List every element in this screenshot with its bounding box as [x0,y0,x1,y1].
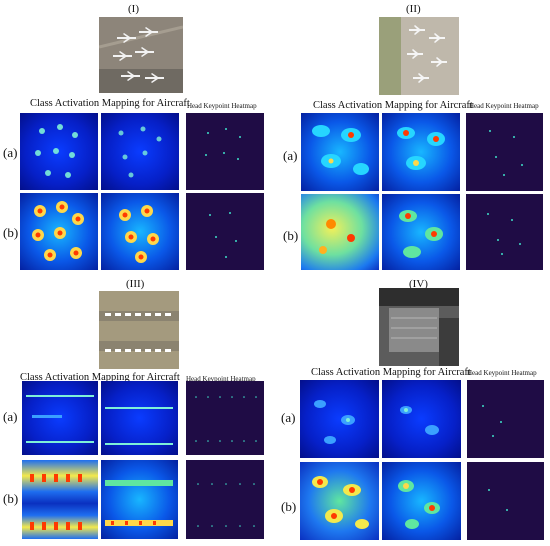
aerial-image [99,17,183,93]
cam-map-a2 [101,113,179,190]
keypoint-heatmap-b [467,462,544,540]
aerial-image [99,291,179,369]
cam-map-b2 [382,194,460,270]
panel-label: (I) [128,3,139,15]
aerial-image [379,17,459,95]
panel-label: (II) [406,3,421,15]
keypoint-heatmap-a [186,381,264,455]
row-label-a: (a) [281,410,296,425]
cam-title: Class Activation Mapping for Aircraft [30,98,190,109]
cam-map-b1 [22,460,98,539]
cam-map-b1 [20,193,98,270]
cam-map-b2 [101,193,179,270]
panel-label: (III) [126,278,145,290]
cam-title: Class Activation Mapping for Aircraft [311,367,471,378]
keypoint-heatmap-b [466,194,543,270]
keypoint-heatmap-b [186,460,264,539]
row-label-b: (b) [3,491,19,506]
heatmap-title: Head Keypoint Heatmap [469,102,539,110]
panel-III: (III) Class Activation Mapping for Aircr… [0,275,275,546]
keypoint-heatmap-a [186,113,264,190]
heatmap-title: Head Keypoint Heatmap [187,102,257,110]
cam-map-a1 [301,113,379,191]
cam-map-b1 [300,462,379,540]
cam-map-a1 [20,113,98,190]
keypoint-heatmap-a [466,113,543,191]
row-label-a: (a) [283,148,298,163]
panel-I: (I) Class Activation Mapping for Aircraf… [0,0,275,275]
keypoint-heatmap-a [467,380,544,458]
row-label-b: (b) [283,228,299,243]
panel-label: (IV) [409,278,428,290]
aerial-image [379,288,459,366]
keypoint-heatmap-b [186,193,264,270]
row-label-a: (a) [3,145,18,160]
row-label-a: (a) [3,409,18,424]
cam-map-a1 [300,380,379,458]
cam-map-a2 [101,381,178,455]
cam-title: Class Activation Mapping for Aircraft [313,100,473,111]
panel-II: (II) Class Activation Mapping for Aircra… [275,0,550,275]
cam-title: Class Activation Mapping for Aircraft [20,372,180,383]
row-label-b: (b) [3,225,19,240]
panel-IV: (IV) Class Activation Mapping for Aircra… [275,275,550,546]
cam-map-b2 [382,462,461,540]
row-label-b: (b) [281,499,297,514]
heatmap-title: Head Keypoint Heatmap [467,369,537,377]
cam-map-a2 [382,380,461,458]
cam-map-a2 [382,113,460,191]
cam-map-b2 [101,460,178,539]
cam-map-a1 [22,381,98,455]
cam-map-b1 [301,194,379,270]
heatmap-title: Head Keypoint Heatmap [186,375,256,383]
